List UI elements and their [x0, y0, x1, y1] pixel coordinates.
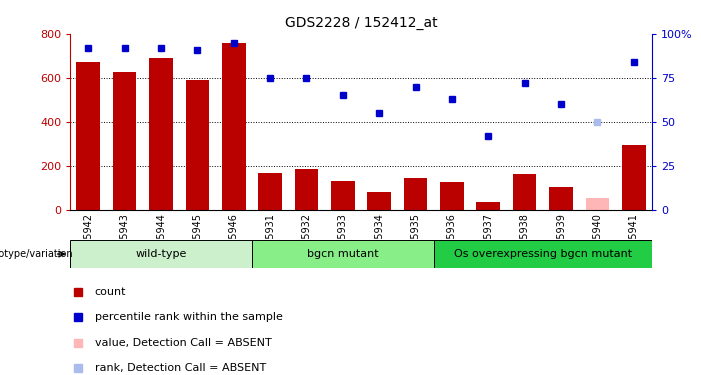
Bar: [367, 192, 391, 210]
Bar: [70, 240, 252, 268]
Bar: [149, 58, 173, 210]
Bar: [585, 198, 609, 210]
Bar: [440, 183, 464, 210]
Text: wild-type: wild-type: [135, 249, 186, 259]
Bar: [186, 80, 209, 210]
Text: genotype/variation: genotype/variation: [0, 249, 73, 259]
Bar: [477, 202, 500, 210]
Text: Os overexpressing bgcn mutant: Os overexpressing bgcn mutant: [454, 249, 632, 259]
Bar: [434, 240, 652, 268]
Bar: [513, 174, 536, 210]
Text: bgcn mutant: bgcn mutant: [307, 249, 379, 259]
Bar: [258, 173, 282, 210]
Bar: [549, 187, 573, 210]
Bar: [294, 169, 318, 210]
Text: rank, Detection Call = ABSENT: rank, Detection Call = ABSENT: [95, 363, 266, 373]
Text: count: count: [95, 287, 126, 297]
Bar: [252, 240, 434, 268]
Bar: [222, 43, 245, 210]
Bar: [331, 182, 355, 210]
Title: GDS2228 / 152412_at: GDS2228 / 152412_at: [285, 16, 437, 30]
Bar: [622, 145, 646, 210]
Bar: [404, 178, 428, 210]
Bar: [76, 62, 100, 210]
Bar: [113, 72, 137, 210]
Text: percentile rank within the sample: percentile rank within the sample: [95, 312, 283, 322]
Text: value, Detection Call = ABSENT: value, Detection Call = ABSENT: [95, 338, 271, 348]
